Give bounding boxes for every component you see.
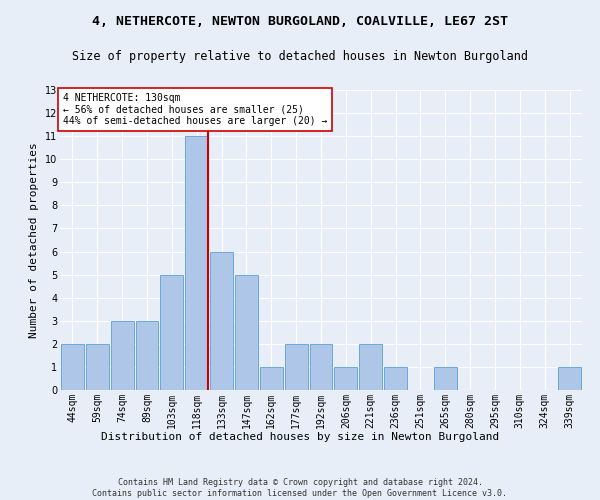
Bar [285,344,308,390]
Bar [260,367,283,390]
Bar [86,344,109,390]
Bar [434,367,457,390]
Bar [384,367,407,390]
Text: 4, NETHERCOTE, NEWTON BURGOLAND, COALVILLE, LE67 2ST: 4, NETHERCOTE, NEWTON BURGOLAND, COALVIL… [92,15,508,28]
Text: Distribution of detached houses by size in Newton Burgoland: Distribution of detached houses by size … [101,432,499,442]
Bar [61,344,84,390]
Bar [210,252,233,390]
Bar [359,344,382,390]
Text: Contains HM Land Registry data © Crown copyright and database right 2024.
Contai: Contains HM Land Registry data © Crown c… [92,478,508,498]
Bar [558,367,581,390]
Bar [235,274,258,390]
Bar [111,321,134,390]
Bar [185,136,208,390]
Bar [136,321,158,390]
Bar [334,367,357,390]
Text: Size of property relative to detached houses in Newton Burgoland: Size of property relative to detached ho… [72,50,528,63]
Bar [160,274,183,390]
Y-axis label: Number of detached properties: Number of detached properties [29,142,39,338]
Bar [310,344,332,390]
Text: 4 NETHERCOTE: 130sqm
← 56% of detached houses are smaller (25)
44% of semi-detac: 4 NETHERCOTE: 130sqm ← 56% of detached h… [62,93,327,126]
